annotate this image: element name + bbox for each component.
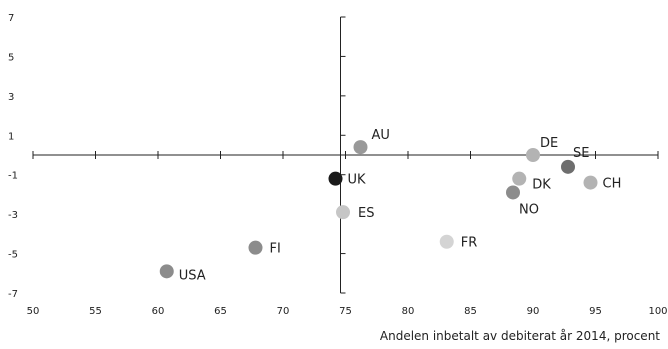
y-tick-label: -1 (8, 171, 18, 182)
x-tick-label: 70 (277, 306, 290, 317)
y-tick-label: 1 (8, 131, 14, 142)
point-label-ch: CH (603, 177, 622, 192)
point-label-de: DE (540, 136, 558, 151)
data-point-se (561, 159, 575, 174)
point-label-no: NO (519, 202, 539, 217)
x-tick-label: 55 (89, 306, 102, 317)
point-label-se: SE (573, 146, 589, 161)
point-label-fr: FR (461, 236, 478, 251)
x-tick-label: 60 (152, 306, 165, 317)
x-tick-label: 50 (27, 306, 40, 317)
point-label-au: AU (372, 128, 390, 143)
data-point-uk (328, 171, 343, 186)
data-point-ch (583, 175, 598, 190)
data-point-no (506, 185, 520, 200)
data-point-de (526, 148, 540, 162)
point-label-uk: UK (348, 173, 367, 188)
axes (32, 16, 659, 294)
data-points (159, 140, 598, 279)
data-point-dk (512, 171, 527, 186)
data-point-au (353, 140, 368, 155)
point-label-dk: DK (532, 178, 551, 193)
point-label-fi: FI (270, 242, 281, 257)
point-labels: AU DE SE CH DK NO UK ES FR FI USA (179, 128, 622, 283)
data-point-usa (159, 264, 174, 279)
x-tick-label: 85 (464, 306, 477, 317)
y-tick-label: 3 (8, 92, 14, 103)
x-tick-label: 80 (402, 306, 415, 317)
y-tick-label: 5 (8, 52, 14, 63)
y-tick-label: 7 (8, 13, 14, 24)
y-tick-label: -3 (8, 210, 18, 221)
point-label-es: ES (358, 206, 374, 221)
x-tick-label: 75 (339, 306, 352, 317)
data-point-fr (439, 234, 454, 249)
x-tick-label: 90 (527, 306, 540, 317)
data-point-es (336, 205, 350, 220)
x-tick-label: 65 (214, 306, 227, 317)
y-tick-label: -7 (8, 289, 18, 300)
x-tick-label: 95 (589, 306, 602, 317)
data-point-fi (248, 240, 263, 255)
x-tick-label: 100 (648, 306, 667, 317)
point-label-usa: USA (179, 268, 206, 283)
y-tick-label: -5 (8, 250, 18, 261)
x-axis-title: Andelen inbetalt av debiterat år 2014, p… (380, 329, 660, 343)
